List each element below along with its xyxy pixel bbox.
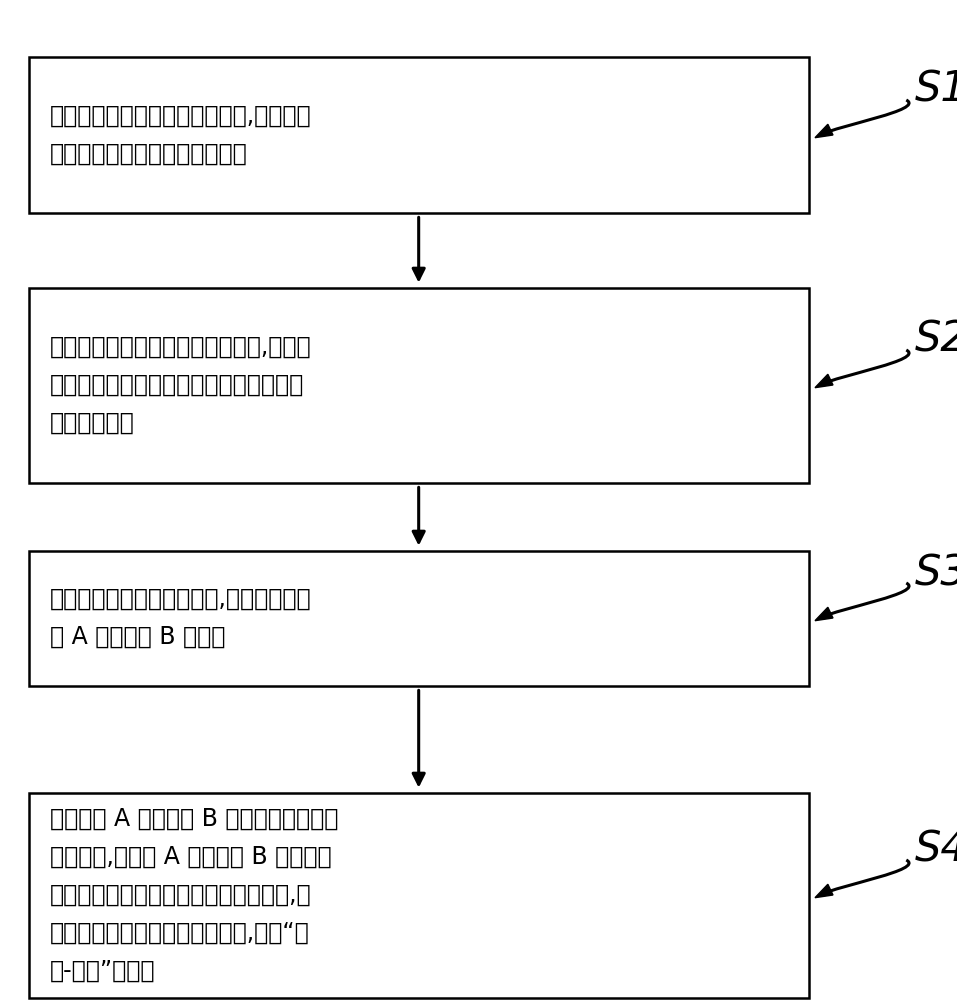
Text: 通过磁栅尺对被测对象进行测量,获得磁栅: 通过磁栅尺对被测对象进行测量,获得磁栅 xyxy=(50,104,311,128)
Bar xyxy=(29,550,809,686)
Polygon shape xyxy=(815,607,833,621)
Text: 发生跳变,当所述 A 相信号或 B 相信号的: 发生跳变,当所述 A 相信号或 B 相信号的 xyxy=(50,845,331,869)
Polygon shape xyxy=(815,374,833,388)
Text: S2: S2 xyxy=(914,319,957,361)
Text: 通过时间计数器记录对应时间值,形成“位: 通过时间计数器记录对应时间值,形成“位 xyxy=(50,921,309,945)
Text: 的 A 相信号和 B 相信号: 的 A 相信号和 B 相信号 xyxy=(50,625,225,649)
Text: 转换至与上位机串口的电平相匹配后传输: 转换至与上位机串口的电平相匹配后传输 xyxy=(50,373,304,397)
Text: 移-时间”数据表: 移-时间”数据表 xyxy=(50,959,155,983)
Bar xyxy=(29,288,809,483)
Bar xyxy=(29,792,809,998)
Text: S4: S4 xyxy=(914,829,957,871)
Text: S1: S1 xyxy=(914,69,957,111)
Text: 尺的位移信号传输至电平转换器: 尺的位移信号传输至电平转换器 xyxy=(50,142,248,166)
Polygon shape xyxy=(815,884,833,898)
Text: 接收上位机串口的数据信号,筛选出磁栅尺: 接收上位机串口的数据信号,筛选出磁栅尺 xyxy=(50,587,311,611)
Text: 监测所述 A 相信号或 B 相信号的脉冲是否: 监测所述 A 相信号或 B 相信号的脉冲是否 xyxy=(50,807,338,831)
Text: 通过电平转换器接收所述位移信号,将电平: 通过电平转换器接收所述位移信号,将电平 xyxy=(50,335,311,359)
Text: 至上位机串口: 至上位机串口 xyxy=(50,411,135,435)
Text: S3: S3 xyxy=(914,552,957,594)
Bar xyxy=(29,57,809,213)
Polygon shape xyxy=(815,124,833,138)
Text: 脉冲发生跳变时改变并记录位移计数值,并: 脉冲发生跳变时改变并记录位移计数值,并 xyxy=(50,883,311,907)
